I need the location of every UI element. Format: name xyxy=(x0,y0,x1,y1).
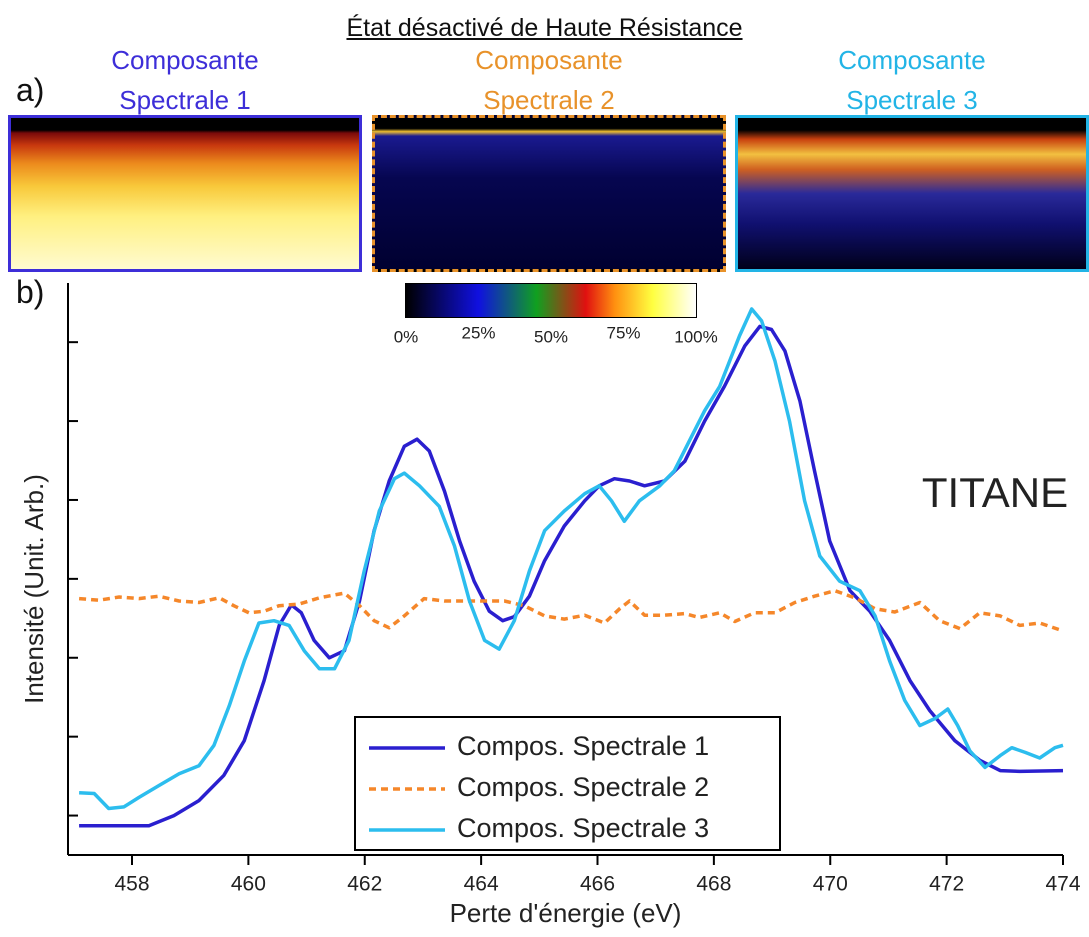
x-tick-label: 474 xyxy=(1045,873,1080,896)
panel-label: a) xyxy=(16,72,45,108)
series-line xyxy=(79,307,1064,811)
x-tick-label: 472 xyxy=(929,873,964,896)
x-tick-label: 462 xyxy=(347,873,382,896)
legend: Compos. Spectrale 1 Compos. Spectrale 2 Co… xyxy=(354,716,781,851)
x-tick-label: 466 xyxy=(580,873,615,896)
x-tick-label: 464 xyxy=(464,873,499,896)
colorbar-tick-label: 50% xyxy=(534,327,568,346)
intensity-map xyxy=(735,115,1089,272)
series-line xyxy=(78,588,1064,633)
colorbar-tick-label: 75% xyxy=(606,323,640,342)
legend-label: Compos. Spectrale 3 xyxy=(457,813,709,843)
legend-label: Compos. Spectrale 1 xyxy=(457,731,709,761)
panel-label: b) xyxy=(16,274,45,310)
colorbar xyxy=(405,283,697,318)
series-line xyxy=(79,324,1064,828)
panel-title: Composante Spectrale 3 xyxy=(838,45,986,115)
annotation: TITANE xyxy=(922,469,1068,516)
colorbar-tick-label: 0% xyxy=(394,327,419,346)
intensity-map xyxy=(8,115,362,272)
legend-label: Compos. Spectrale 2 xyxy=(457,772,709,802)
x-tick-label: 470 xyxy=(813,873,848,896)
x-tick-label: 458 xyxy=(114,873,149,896)
legend-box xyxy=(354,716,781,851)
y-axis-label: Intensité (Unit. Arb.) xyxy=(19,474,49,704)
colorbar-tick-label: 25% xyxy=(461,323,495,342)
colorbar-tick-label: 100% xyxy=(674,327,717,346)
panel-title: Composante Spectrale 2 xyxy=(475,45,623,115)
x-tick-label: 468 xyxy=(696,873,731,896)
heading: État désactivé de Haute Résistance xyxy=(346,14,743,42)
x-tick-label: 460 xyxy=(231,873,266,896)
panel-title: Composante Spectrale 1 xyxy=(111,45,259,115)
x-axis-label: Perte d'énergie (eV) xyxy=(450,898,682,928)
intensity-map xyxy=(372,115,726,272)
